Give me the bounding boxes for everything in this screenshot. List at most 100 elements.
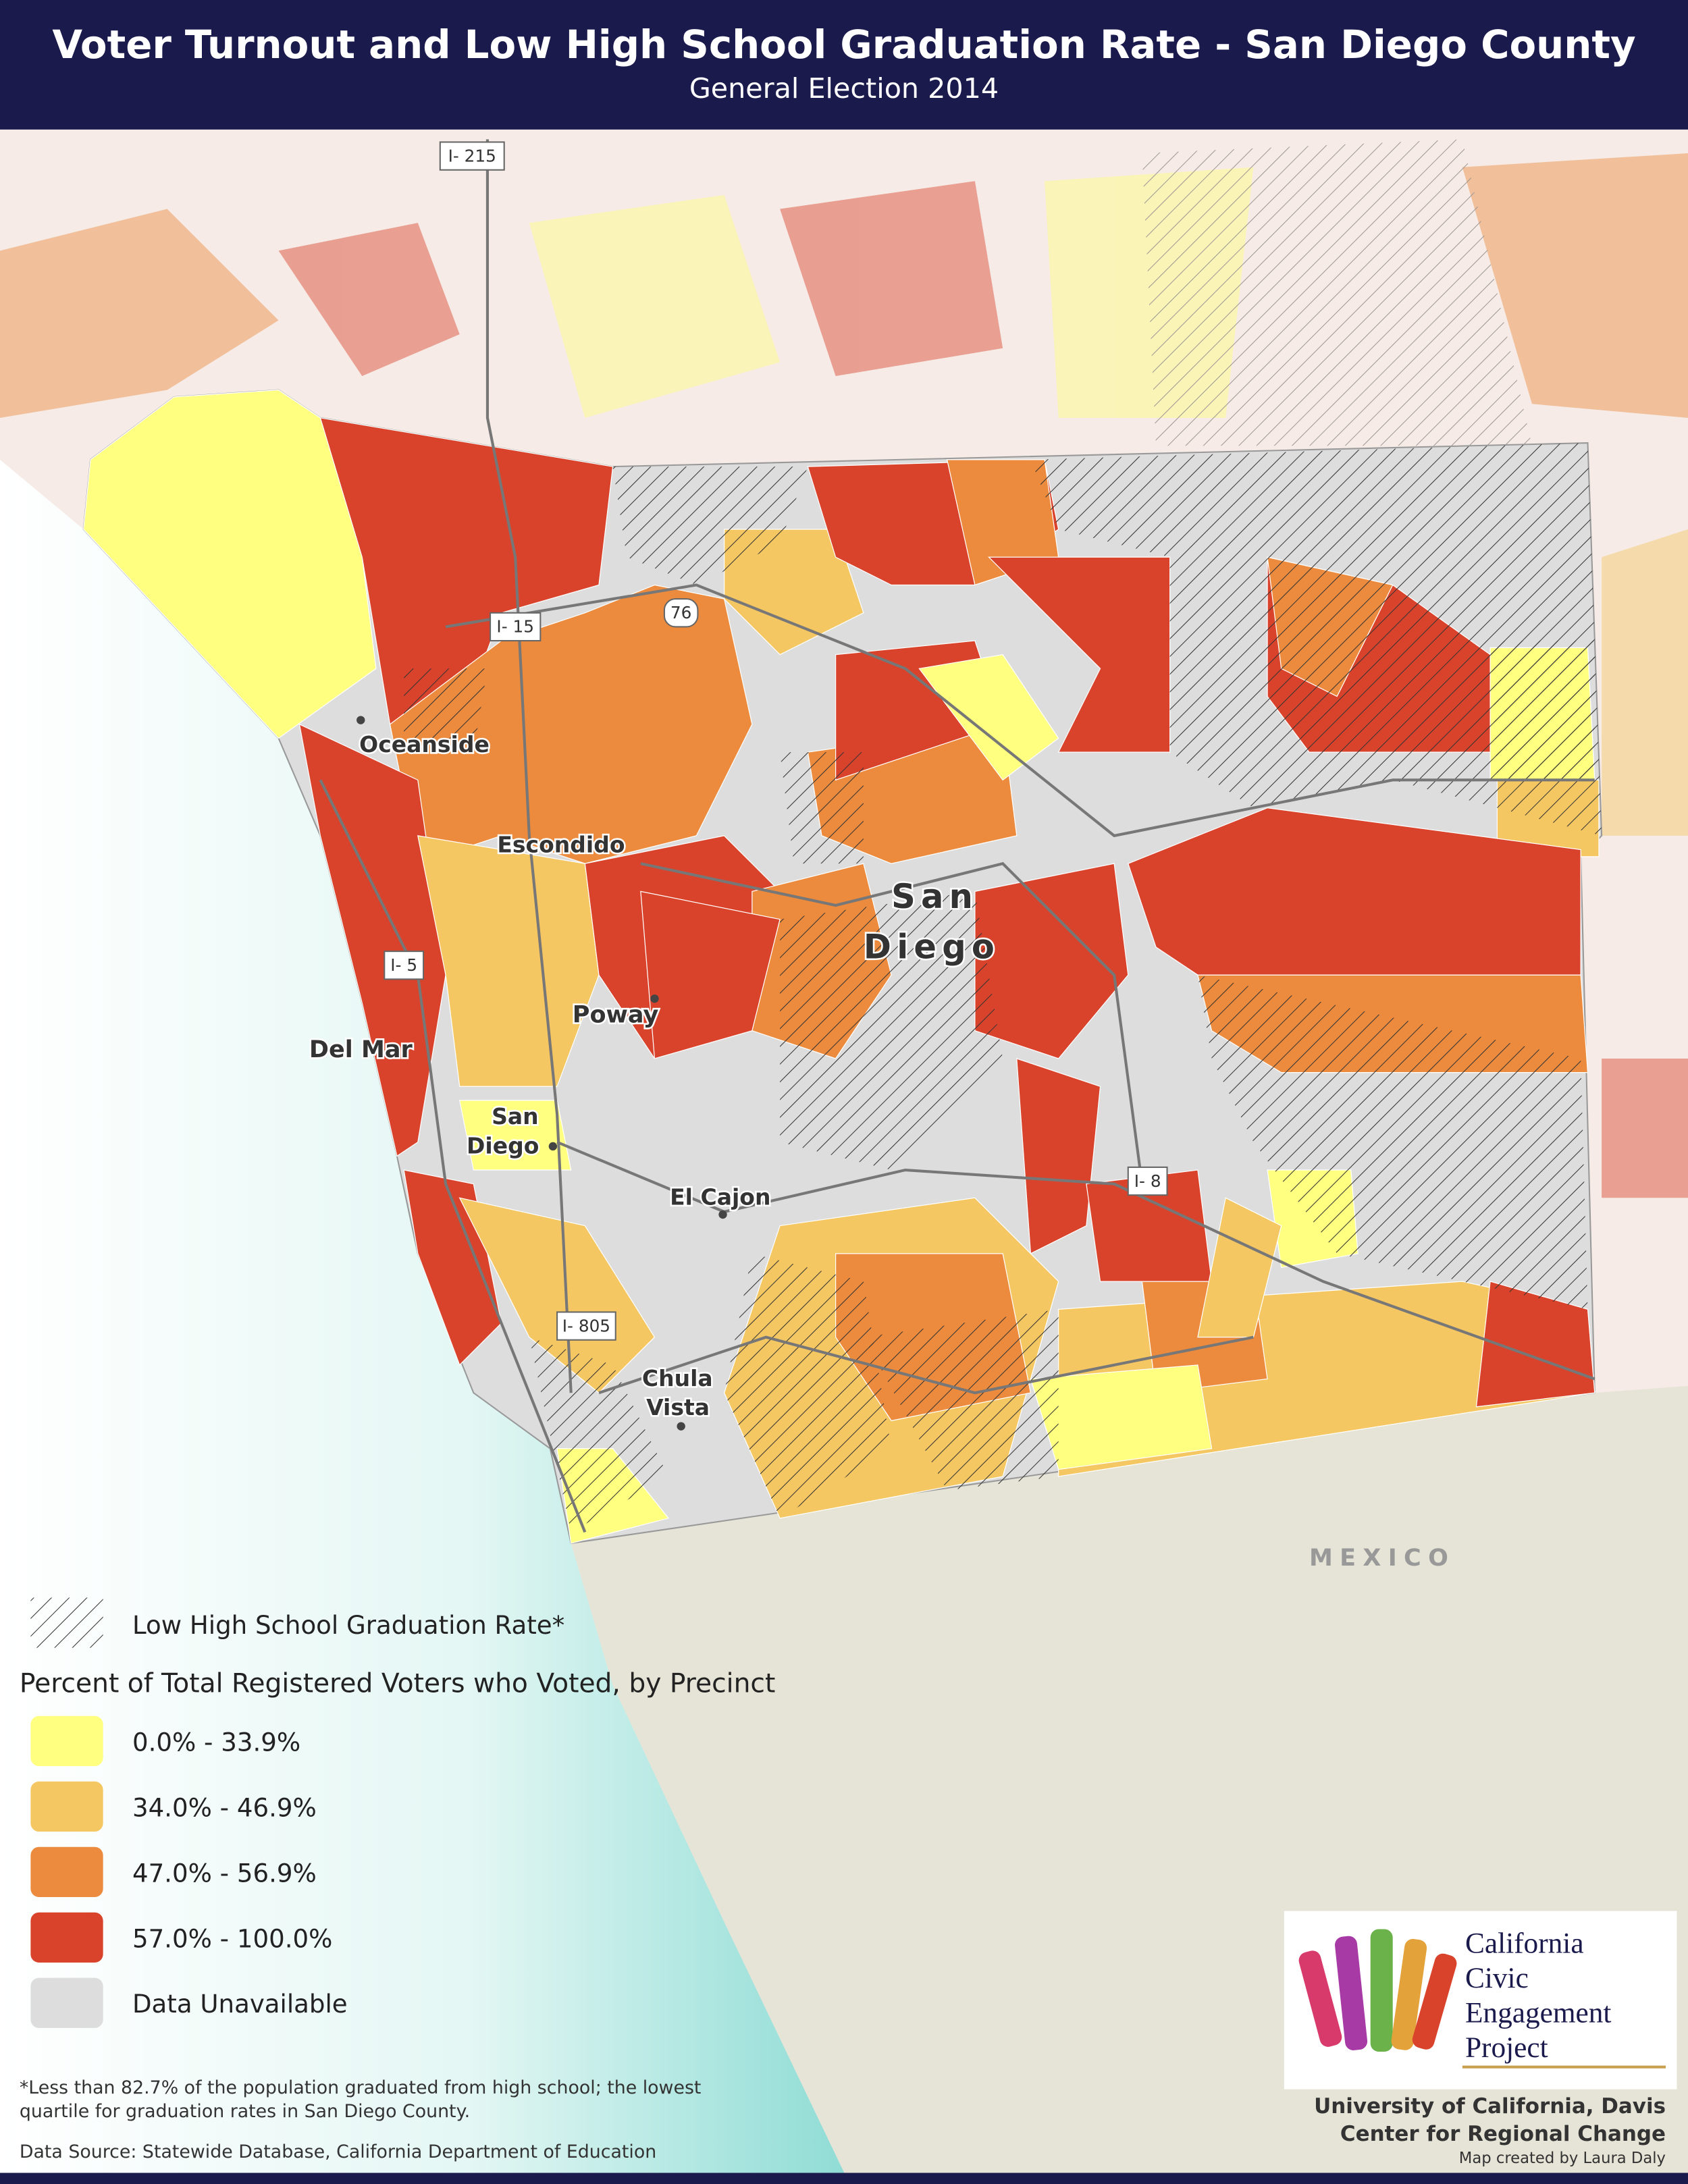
shield-box (384, 951, 425, 980)
patch (0, 209, 279, 418)
patch (458, 1197, 656, 1393)
shield-box (663, 598, 699, 628)
hand (1391, 1938, 1427, 2050)
place-label: Diego (467, 1132, 539, 1158)
legend-swatch (30, 1846, 103, 1897)
shield-box (439, 141, 505, 171)
title: Voter Turnout and Low High School Gradua… (52, 22, 1635, 68)
patch (298, 723, 446, 1157)
hatch-area (1142, 139, 1532, 446)
footnote: quartile for graduation rates in San Die… (20, 2101, 470, 2122)
footer-bar (0, 2173, 1688, 2184)
logo-text: California (1465, 1927, 1584, 1960)
patch (278, 223, 460, 377)
hatch-area (863, 1309, 1059, 1491)
precinct-patches (83, 390, 1602, 1544)
patch (458, 1100, 572, 1171)
source: Data Source: Statewide Database, Califor… (20, 2141, 656, 2162)
neighboring-county-patches (0, 139, 1688, 1198)
hand (1335, 1936, 1368, 2050)
road (598, 1335, 1254, 1395)
highway-label: I- 5 (390, 955, 417, 975)
city-dot (677, 1422, 685, 1431)
subtitle: General Election 2014 (689, 72, 999, 105)
highway-label: I- 8 (1134, 1171, 1161, 1191)
road (640, 861, 1144, 1184)
legend-label: 0.0% - 33.9% (132, 1728, 300, 1757)
road (319, 779, 587, 1533)
region-label: San (891, 877, 978, 916)
highway-label: I- 215 (448, 146, 496, 165)
credit: University of California, Davis (1314, 2094, 1666, 2119)
shield-box (1127, 1166, 1168, 1196)
shield-box (490, 612, 542, 642)
place-label: Chula (642, 1365, 713, 1391)
legend-label: 47.0% - 56.9% (132, 1859, 317, 1888)
highway-label: I- 15 (496, 617, 534, 637)
highway-label: 76 (670, 603, 691, 622)
hatch-area (1490, 641, 1595, 780)
highway-shield: I- 805 (556, 1311, 616, 1341)
credit: Map created by Laura Daly (1459, 2150, 1666, 2167)
hatch-area (1030, 443, 1602, 836)
place-label: Escondido (497, 832, 625, 858)
hatch-area (404, 668, 487, 753)
patch (529, 194, 781, 418)
highway-shield: 76 (663, 598, 699, 628)
road (485, 139, 573, 1393)
legend-label: 57.0% - 100.0% (132, 1924, 332, 1953)
hatch-area (724, 1253, 892, 1518)
place-label: San (492, 1103, 539, 1129)
patch (1462, 153, 1688, 418)
legend: 0.0% - 33.9% 34.0% - 46.9% 47.0% - 56.9% 57… (30, 1715, 348, 2028)
hatch-area (1197, 975, 1588, 1310)
country-label: MEXICO (1309, 1544, 1455, 1572)
legend-swatch (30, 1781, 103, 1832)
hatch-swatch (30, 1597, 103, 1648)
legend-label: 34.0% - 46.9% (132, 1793, 317, 1822)
legend-swatch (30, 1715, 103, 1767)
place-label: Del Mar (309, 1036, 413, 1063)
place-label: El Cajon (670, 1184, 770, 1210)
legend-label: Low High School Graduation Rate* (132, 1611, 564, 1640)
highway-shield: I- 215 (439, 141, 505, 171)
patch (988, 556, 1171, 753)
patch (780, 181, 1003, 377)
place-label: Oceanside (359, 731, 490, 757)
logo-text: Civic (1465, 1962, 1529, 1994)
logo-text: Engagement (1465, 1997, 1611, 2029)
city-dot (357, 716, 365, 724)
hatch-area (780, 891, 1003, 1171)
place-label: Vista (646, 1394, 710, 1420)
road (445, 583, 1595, 838)
patch (918, 654, 1059, 781)
highway-shield: I- 5 (384, 951, 425, 980)
legend-label: Data Unavailable (132, 1990, 348, 2019)
ocean (0, 459, 850, 2184)
region-label: Diego (864, 927, 1000, 966)
shield-box (556, 1311, 616, 1341)
place-label: Poway (573, 1001, 659, 1028)
hand (1412, 1953, 1457, 2050)
header-bar (0, 0, 1688, 130)
patch (1602, 529, 1688, 836)
legend-title: Percent of Total Registered Voters who V… (20, 1669, 775, 1699)
roads (319, 139, 1595, 1533)
road (556, 1140, 1595, 1381)
footnote: *Less than 82.7% of the population gradu… (20, 2077, 702, 2098)
patch (1016, 1058, 1101, 1254)
highway-label: I- 805 (562, 1316, 610, 1335)
credit: Center for Regional Change (1340, 2122, 1666, 2146)
legend-swatch (30, 1977, 103, 2028)
hand (1298, 1950, 1342, 2047)
patch (640, 890, 781, 1059)
legend-swatch (30, 1912, 103, 1963)
logo-hands (1298, 1929, 1457, 2052)
highway-shield: I- 15 (490, 612, 542, 642)
highway-shield: I- 8 (1127, 1166, 1168, 1196)
city-dot (718, 1210, 727, 1219)
city-dot (650, 994, 659, 1003)
hatch-area (612, 467, 808, 585)
patch (1602, 1058, 1688, 1198)
